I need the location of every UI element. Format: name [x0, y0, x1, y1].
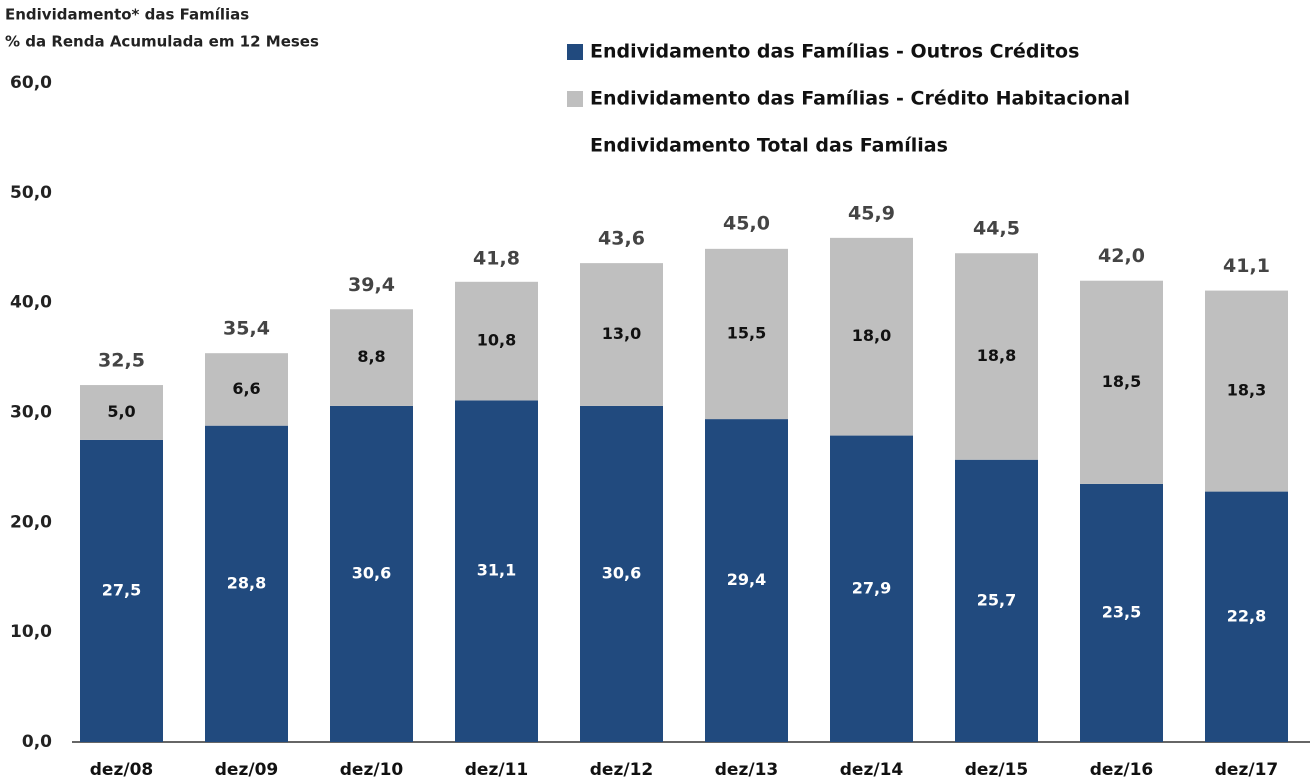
- data-label: 29,4: [727, 570, 766, 589]
- x-tick-label: dez/15: [965, 760, 1028, 779]
- total-label: 45,0: [723, 212, 770, 234]
- y-tick-label: 10,0: [10, 622, 52, 642]
- data-label: 8,8: [357, 347, 385, 366]
- legend-swatch: [567, 44, 583, 60]
- y-tick-label: 30,0: [10, 403, 52, 423]
- data-label: 31,1: [477, 561, 516, 580]
- data-label: 22,8: [1227, 606, 1266, 625]
- x-tick-label: dez/11: [465, 760, 528, 779]
- x-tick-label: dez/16: [1090, 760, 1153, 779]
- total-label: 39,4: [348, 274, 395, 296]
- y-tick-label: 20,0: [10, 512, 52, 532]
- data-label: 30,6: [602, 563, 641, 582]
- data-label: 5,0: [107, 402, 135, 421]
- data-label: 18,5: [1102, 372, 1141, 391]
- data-label: 6,6: [232, 379, 260, 398]
- data-label: 10,8: [477, 331, 516, 350]
- data-label: 13,0: [602, 324, 641, 343]
- chart-title: Endividamento* das Famílias: [5, 6, 249, 24]
- data-label: 18,3: [1227, 381, 1266, 400]
- x-tick-label: dez/13: [715, 760, 778, 779]
- data-label: 28,8: [227, 573, 266, 592]
- chart-subtitle: % da Renda Acumulada em 12 Meses: [5, 33, 319, 51]
- legend-label: Endividamento das Famílias - Crédito Hab…: [590, 88, 1130, 110]
- total-label: 45,9: [848, 202, 895, 224]
- legend-label: Endividamento das Famílias - Outros Créd…: [590, 41, 1079, 63]
- chart: Endividamento* das Famílias % da Renda A…: [0, 0, 1314, 779]
- legend-label: Endividamento Total das Famílias: [590, 135, 948, 157]
- data-label: 15,5: [727, 323, 766, 342]
- data-label: 27,9: [852, 578, 891, 597]
- data-label: 23,5: [1102, 602, 1141, 621]
- x-tick-label: dez/12: [590, 760, 653, 779]
- data-label: 27,5: [102, 580, 141, 599]
- y-tick-label: 60,0: [10, 73, 52, 93]
- y-tick-label: 50,0: [10, 183, 52, 203]
- total-label: 43,6: [598, 228, 645, 250]
- total-label: 41,8: [473, 247, 520, 269]
- total-label: 32,5: [98, 350, 145, 372]
- y-tick-label: 0,0: [22, 732, 52, 752]
- data-label: 18,0: [852, 326, 891, 345]
- data-label: 30,6: [352, 563, 391, 582]
- total-label: 41,1: [1223, 255, 1270, 277]
- total-label: 42,0: [1098, 245, 1145, 267]
- x-tick-label: dez/08: [90, 760, 153, 779]
- x-tick-label: dez/17: [1215, 760, 1278, 779]
- page: Endividamento* das Famílias % da Renda A…: [0, 0, 1314, 779]
- total-label: 35,4: [223, 318, 270, 340]
- data-label: 25,7: [977, 590, 1016, 609]
- legend-swatch: [567, 91, 583, 107]
- data-label: 18,8: [977, 346, 1016, 365]
- x-tick-label: dez/09: [215, 760, 278, 779]
- y-tick-label: 40,0: [10, 293, 52, 313]
- x-tick-label: dez/10: [340, 760, 404, 779]
- x-tick-label: dez/14: [840, 760, 904, 779]
- total-label: 44,5: [973, 218, 1020, 240]
